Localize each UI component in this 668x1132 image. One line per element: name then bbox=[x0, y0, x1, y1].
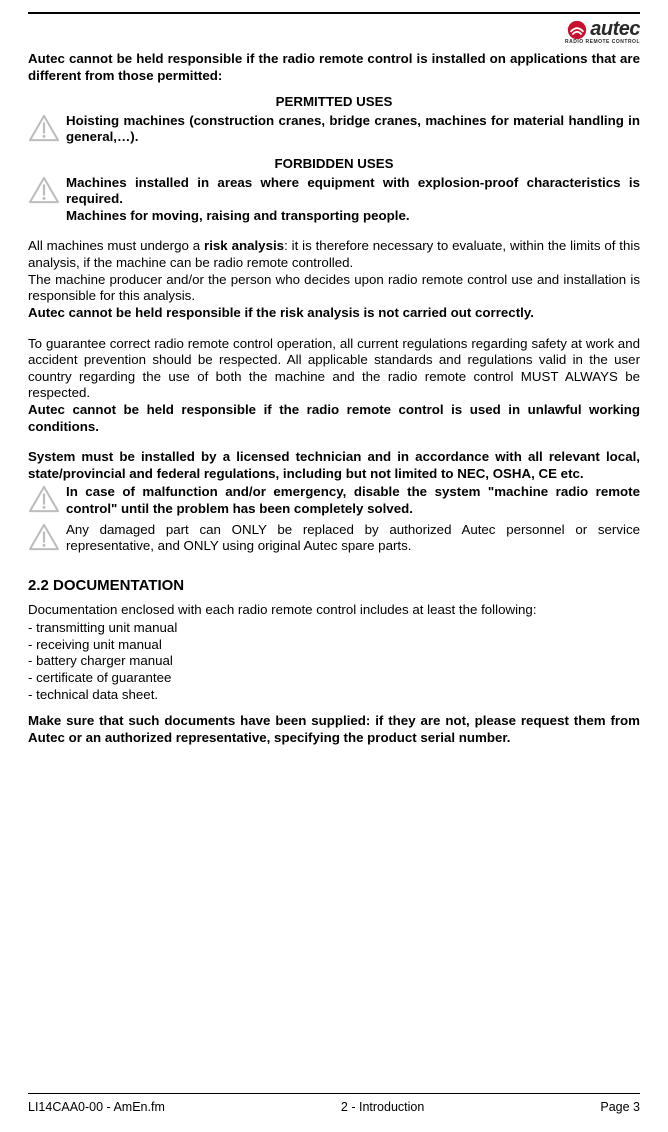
logo-brand: autec bbox=[590, 18, 640, 41]
operation-p2: Autec cannot be held responsible if the … bbox=[28, 402, 640, 435]
section-22-intro: Documentation enclosed with each radio r… bbox=[28, 602, 640, 619]
list-item: - battery charger manual bbox=[28, 653, 640, 670]
section-22-note: Make sure that such documents have been … bbox=[28, 713, 640, 746]
forbidden-line2: Machines for moving, raising and transpo… bbox=[66, 208, 410, 223]
header-rule bbox=[28, 12, 640, 14]
warning-icon bbox=[28, 114, 60, 142]
logo: autec RADIO REMOTE CONTROL bbox=[28, 18, 640, 45]
permitted-block: Hoisting machines (construction cranes, … bbox=[28, 113, 640, 146]
list-item: - certificate of guarantee bbox=[28, 670, 640, 687]
forbidden-line1: Machines installed in areas where equipm… bbox=[66, 175, 640, 207]
warn-malfunction-text: In case of malfunction and/or emergency,… bbox=[66, 484, 640, 517]
forbidden-text: Machines installed in areas where equipm… bbox=[66, 175, 640, 225]
warning-icon bbox=[28, 523, 60, 551]
warn-parts-block: Any damaged part can ONLY be replaced by… bbox=[28, 522, 640, 555]
warning-icon bbox=[28, 485, 60, 513]
warn-malfunction-block: In case of malfunction and/or emergency,… bbox=[28, 484, 640, 517]
list-item: - receiving unit manual bbox=[28, 637, 640, 654]
permitted-text: Hoisting machines (construction cranes, … bbox=[66, 113, 640, 146]
operation-p1: To guarantee correct radio remote contro… bbox=[28, 336, 640, 402]
risk-p1-pre: All machines must undergo a bbox=[28, 238, 204, 253]
footer-left: LI14CAA0-00 - AmEn.fm bbox=[28, 1100, 165, 1114]
warning-icon bbox=[28, 176, 60, 204]
page-footer: LI14CAA0-00 - AmEn.fm 2 - Introduction P… bbox=[28, 1069, 640, 1114]
footer-rule bbox=[28, 1093, 640, 1094]
footer-center: 2 - Introduction bbox=[341, 1100, 424, 1114]
warn-parts-text: Any damaged part can ONLY be replaced by… bbox=[66, 522, 640, 555]
section-22-heading: 2.2 DOCUMENTATION bbox=[28, 577, 640, 596]
list-item: - transmitting unit manual bbox=[28, 620, 640, 637]
risk-p2: The machine producer and/or the person w… bbox=[28, 272, 640, 305]
intro-text: Autec cannot be held responsible if the … bbox=[28, 51, 640, 84]
forbidden-heading: FORBIDDEN USES bbox=[28, 156, 640, 173]
documentation-list: - transmitting unit manual - receiving u… bbox=[28, 620, 640, 703]
logo-tagline: RADIO REMOTE CONTROL bbox=[565, 39, 640, 45]
list-item: - technical data sheet. bbox=[28, 687, 640, 704]
logo-mark-icon bbox=[566, 19, 588, 41]
page-content: Autec cannot be held responsible if the … bbox=[28, 51, 640, 1069]
permitted-heading: PERMITTED USES bbox=[28, 94, 640, 111]
footer-right: Page 3 bbox=[600, 1100, 640, 1114]
risk-p3: Autec cannot be held responsible if the … bbox=[28, 305, 640, 322]
install-text: System must be installed by a licensed t… bbox=[28, 449, 640, 482]
risk-p1-bold: risk analysis bbox=[204, 238, 284, 253]
risk-p1: All machines must undergo a risk analysi… bbox=[28, 238, 640, 271]
forbidden-block: Machines installed in areas where equipm… bbox=[28, 175, 640, 225]
